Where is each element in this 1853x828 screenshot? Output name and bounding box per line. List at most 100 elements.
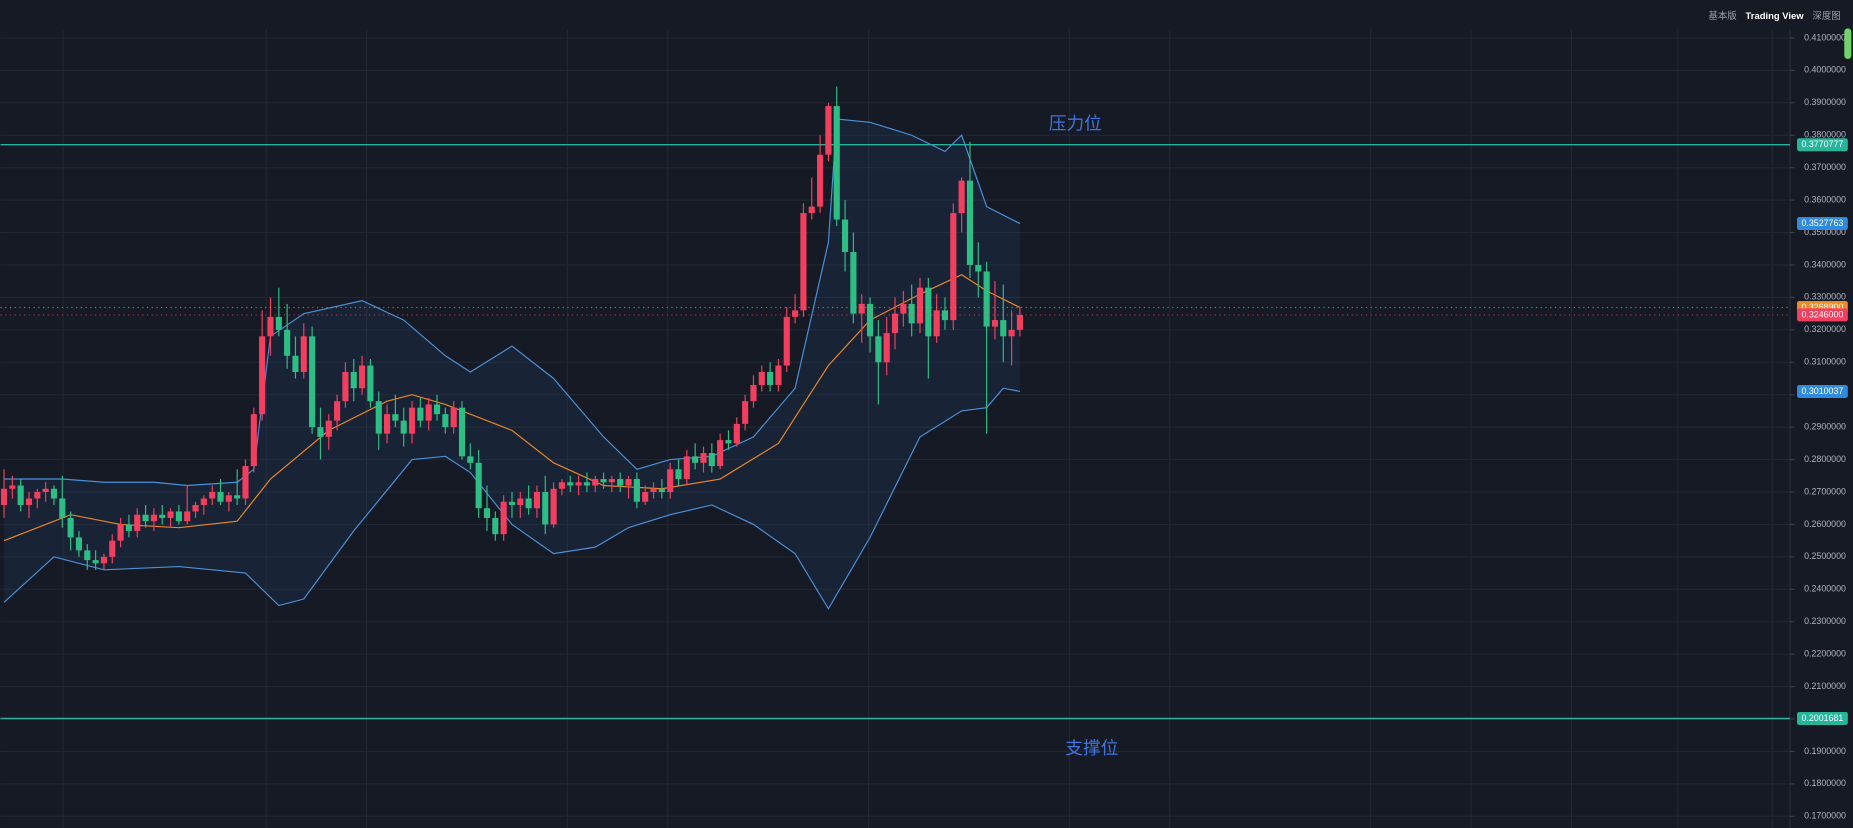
candle-body <box>59 498 66 518</box>
y-tick-label: 0.1800000 <box>1804 778 1846 788</box>
candle-body <box>775 365 782 385</box>
y-tick-label: 0.2800000 <box>1804 454 1846 464</box>
candle-body <box>234 495 241 499</box>
candle-body <box>50 488 58 499</box>
candle-body <box>209 492 216 499</box>
price-tag-label: 0.3268900 <box>1802 302 1844 312</box>
candle-body <box>142 514 149 522</box>
candle-body <box>175 511 182 522</box>
candle-body <box>583 482 590 486</box>
candle-body <box>467 456 474 463</box>
candle-body <box>500 501 507 535</box>
candle-body <box>733 423 740 444</box>
candle-body <box>483 508 491 518</box>
y-tick-label: 0.3800000 <box>1804 130 1846 140</box>
candle-body <box>442 414 449 428</box>
band-fill <box>4 119 1020 609</box>
candle-body <box>617 479 624 486</box>
candle-body <box>875 336 882 363</box>
candle-body <box>866 303 874 337</box>
candle-body <box>42 488 49 492</box>
y-tick-label: 0.2900000 <box>1804 421 1846 431</box>
candle-body <box>717 440 724 467</box>
candle-body <box>425 404 432 421</box>
candle-body <box>667 469 674 492</box>
candle-body <box>417 407 424 421</box>
candle-body <box>558 482 566 489</box>
candle-body <box>242 466 249 499</box>
candle-body <box>533 492 541 509</box>
candle-body <box>783 316 790 366</box>
candle-body <box>767 372 774 385</box>
candle-body <box>692 456 699 463</box>
candle-body <box>184 511 191 522</box>
candle-body <box>800 213 807 311</box>
candle-body <box>933 310 940 337</box>
candle-body <box>267 316 274 337</box>
candle-body <box>225 495 232 502</box>
indicator-line <box>3 387 1021 610</box>
candle-body <box>492 517 499 535</box>
candle-body <box>383 414 391 434</box>
candle-body <box>275 316 282 330</box>
candle-body <box>75 537 83 551</box>
y-tick-label: 0.3200000 <box>1804 324 1846 334</box>
candle-body <box>750 384 757 402</box>
candle-body <box>25 498 33 505</box>
candle-body <box>159 514 166 518</box>
y-tick-label: 0.3700000 <box>1804 162 1846 172</box>
candle-body <box>117 524 124 541</box>
candle-body <box>592 479 599 486</box>
candle-body <box>650 488 657 492</box>
y-tick-label: 0.2500000 <box>1804 551 1846 561</box>
y-tick-label: 0.3900000 <box>1804 97 1846 107</box>
candle-body <box>808 206 815 214</box>
tab[interactable]: 深度图 <box>1812 10 1840 22</box>
candle-body <box>134 514 141 531</box>
candle-body <box>84 550 91 561</box>
level-annotation: 压力位 <box>1049 113 1102 133</box>
tab-active[interactable]: Trading View <box>1746 11 1805 22</box>
candle-body <box>900 303 907 314</box>
candle-body <box>575 482 582 486</box>
candle-body <box>841 219 849 253</box>
candle-body <box>941 310 949 321</box>
y-tick-label: 0.3400000 <box>1804 259 1846 269</box>
candle-body <box>658 488 665 492</box>
candle-body <box>359 365 366 389</box>
candle-body <box>925 287 932 337</box>
y-tick-label: 0.4100000 <box>1804 32 1846 42</box>
candle-body <box>309 336 316 428</box>
candle-body <box>167 511 174 518</box>
scrollbar[interactable] <box>1844 28 1852 60</box>
candle-body <box>983 271 990 327</box>
y-tick-label: 0.1700000 <box>1804 811 1846 821</box>
candle-body <box>542 492 549 525</box>
tab[interactable]: 基本版 <box>1708 10 1737 22</box>
y-tick-label: 0.3300000 <box>1804 292 1846 302</box>
y-tick-label: 0.1900000 <box>1804 746 1846 756</box>
candle-body <box>292 355 299 372</box>
candle-body <box>633 479 640 502</box>
candle-body <box>408 407 416 434</box>
candle-body <box>891 313 899 334</box>
candle-body <box>192 504 199 512</box>
candle-body <box>109 540 116 557</box>
candle-body <box>250 414 257 467</box>
candle-body <box>625 479 632 486</box>
candle-body <box>675 469 682 480</box>
candle-body <box>550 488 557 525</box>
candle-body <box>100 556 108 564</box>
candle-body <box>642 492 649 502</box>
candle-body <box>758 372 765 385</box>
candle-body <box>9 485 16 489</box>
candle-body <box>966 180 974 265</box>
candle-body <box>284 329 291 356</box>
level-tag-label: 0.3770777 <box>1802 139 1844 149</box>
candle-body <box>150 514 157 522</box>
candle-body <box>958 180 965 214</box>
y-tick-label: 0.2700000 <box>1804 486 1846 496</box>
y-tick-label: 0.3500000 <box>1804 227 1846 237</box>
candle-body <box>300 336 307 372</box>
